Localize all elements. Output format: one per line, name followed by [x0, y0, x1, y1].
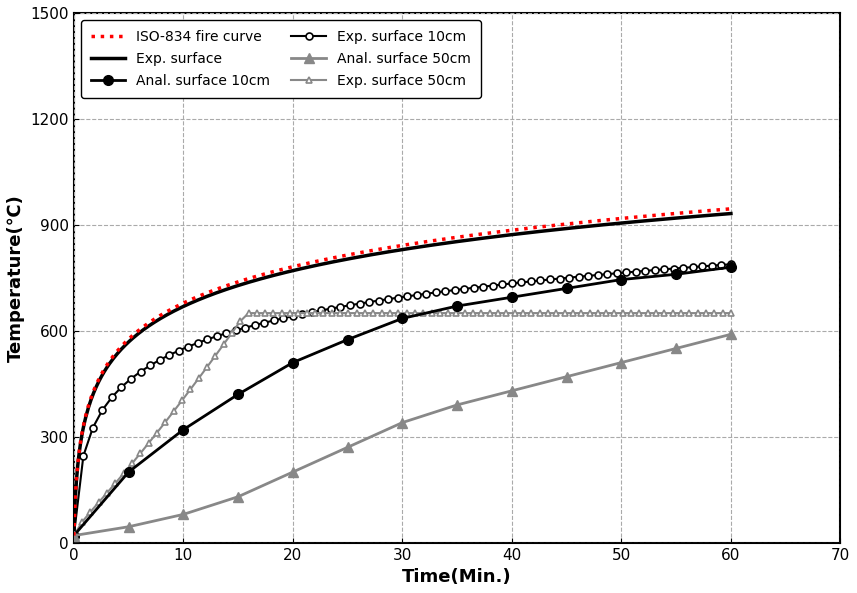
Y-axis label: Temperature(℃): Temperature(℃) [7, 194, 25, 362]
X-axis label: Time(Min.): Time(Min.) [402, 568, 512, 586]
Legend: ISO-834 fire curve, Exp. surface, Anal. surface 10cm, Exp. surface 10cm, Anal. s: ISO-834 fire curve, Exp. surface, Anal. … [81, 20, 481, 98]
